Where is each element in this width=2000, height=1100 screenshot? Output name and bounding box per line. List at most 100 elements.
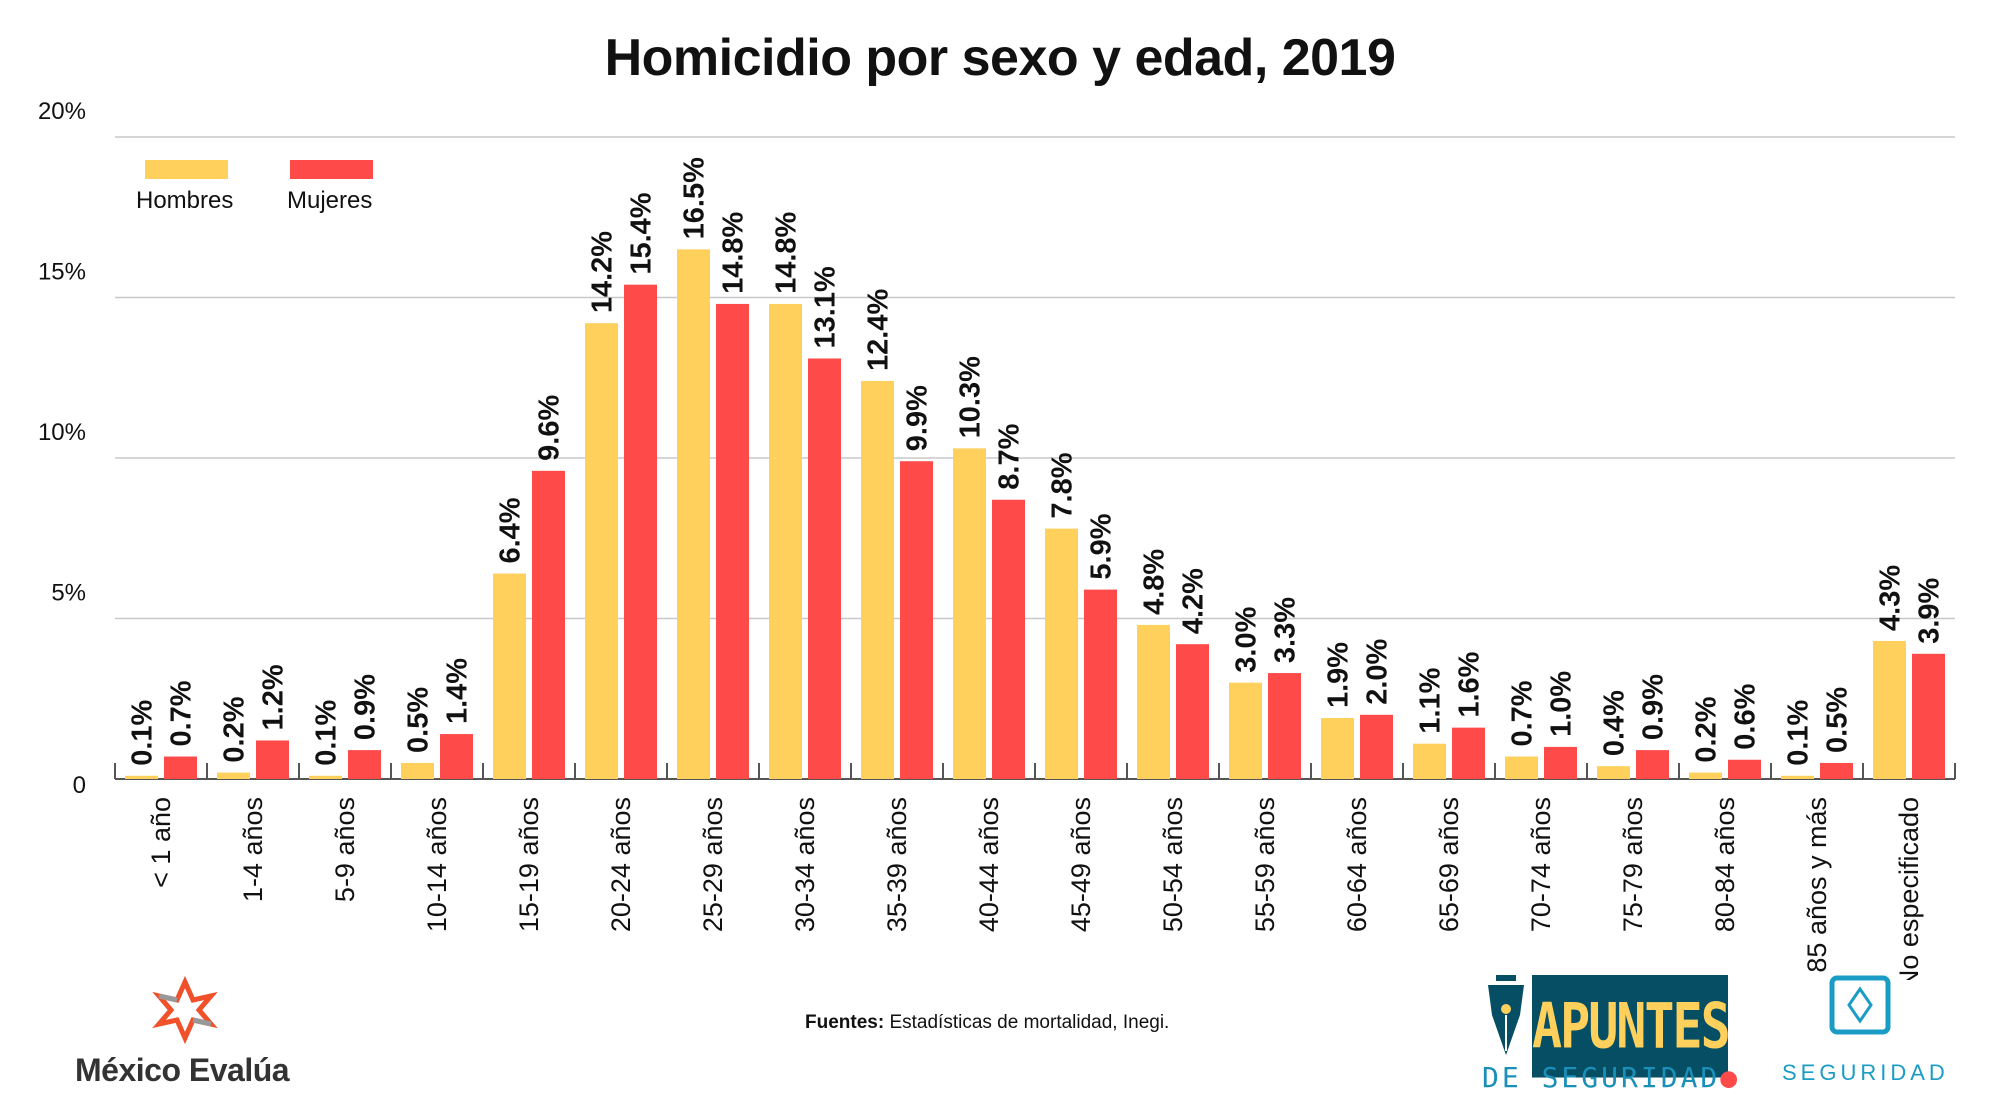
y-tick-label: 5% xyxy=(51,580,86,607)
bar-mujeres xyxy=(1636,750,1669,779)
x-tick-label: 1-4 años xyxy=(238,797,268,902)
bar-hombres xyxy=(585,323,618,779)
data-label: 0.2% xyxy=(1691,696,1723,762)
data-label: 0.1% xyxy=(127,699,159,765)
bar-hombres xyxy=(953,448,986,779)
x-tick-label: 30-34 años xyxy=(790,797,820,932)
x-tick-label: 60-64 años xyxy=(1342,797,1372,932)
data-label: 8.7% xyxy=(994,423,1026,489)
x-tick-label: 5-9 años xyxy=(330,797,360,902)
bar-mujeres xyxy=(256,740,289,779)
bar-mujeres xyxy=(992,499,1025,779)
x-tick-label: 20-24 años xyxy=(606,797,636,932)
x-tick-label: 50-54 años xyxy=(1158,797,1188,932)
bar-hombres xyxy=(309,775,342,779)
fountain-pen-icon xyxy=(1488,975,1524,1055)
data-label: 1.4% xyxy=(442,658,474,724)
y-tick-label: 15% xyxy=(38,259,86,286)
bar-mujeres xyxy=(716,303,749,779)
bar-mujeres xyxy=(440,734,473,779)
source-label: Fuentes: xyxy=(805,1012,885,1033)
data-label: 2.0% xyxy=(1362,638,1394,704)
source-text: Estadísticas de mortalidad, Inegi. xyxy=(889,1012,1170,1033)
data-label: 3.0% xyxy=(1231,606,1263,672)
bar-mujeres xyxy=(1544,746,1577,779)
data-label: 1.2% xyxy=(258,664,290,730)
data-label: 7.8% xyxy=(1047,452,1079,518)
data-label: 1.0% xyxy=(1546,671,1578,737)
bar-mujeres xyxy=(808,358,841,779)
y-tick-label: 10% xyxy=(38,419,86,446)
data-label: 1.6% xyxy=(1454,651,1486,717)
data-label: 0.6% xyxy=(1730,683,1762,749)
seguridad-logo: SEGURIDAD xyxy=(1782,975,1949,1085)
bar-hombres xyxy=(1045,528,1078,779)
bar-hombres xyxy=(493,573,526,779)
bar-hombres xyxy=(1781,775,1814,779)
legend-item-hombres: Hombres xyxy=(136,160,233,215)
data-label: 14.2% xyxy=(587,231,619,313)
apuntes-de-seguridad-logo: APUNTES DE SEGURIDAD● xyxy=(1482,975,1742,1094)
source-note: Fuentes: Estadísticas de mortalidad, Ine… xyxy=(805,1012,1169,1034)
data-label: 10.3% xyxy=(955,356,987,438)
bar-mujeres xyxy=(532,470,565,779)
data-label: 0.5% xyxy=(1822,687,1854,753)
x-tick-label: 85 años y más xyxy=(1802,797,1832,973)
bar-hombres xyxy=(1229,682,1262,779)
data-label: 0.7% xyxy=(166,680,198,746)
data-label: 5.9% xyxy=(1086,513,1118,579)
legend-swatch-hombres xyxy=(145,160,228,179)
legend-swatch-mujeres xyxy=(290,160,373,179)
bar-hombres xyxy=(1321,718,1354,779)
legend-label-mujeres: Mujeres xyxy=(287,187,373,214)
chart-title: Homicidio por sexo y edad, 2019 xyxy=(604,29,1396,87)
bar-mujeres xyxy=(1452,727,1485,779)
bar-mujeres xyxy=(1084,589,1117,779)
data-label: 12.4% xyxy=(863,289,895,371)
x-tick-label: 25-29 años xyxy=(698,797,728,932)
data-label: 3.9% xyxy=(1914,577,1946,643)
bar-hombres xyxy=(1413,743,1446,779)
bar-hombres xyxy=(1505,756,1538,779)
data-label: 9.9% xyxy=(902,385,934,451)
red-dot-icon: ● xyxy=(1720,1061,1741,1094)
x-tick-label: < 1 año xyxy=(146,797,176,888)
data-label: 0.7% xyxy=(1507,680,1539,746)
data-label: 13.1% xyxy=(810,266,842,348)
data-label: 1.9% xyxy=(1323,642,1355,708)
data-label: 4.3% xyxy=(1875,565,1907,631)
x-tick-label: 40-44 años xyxy=(974,797,1004,932)
data-label: 0.2% xyxy=(219,696,251,762)
x-tick-label: No especificado xyxy=(1894,797,1924,980)
data-label: 4.8% xyxy=(1139,549,1171,615)
bar-mujeres xyxy=(1820,762,1853,779)
data-label: 1.1% xyxy=(1415,667,1447,733)
bar-mujeres xyxy=(900,461,933,779)
bar-hombres xyxy=(1873,640,1906,779)
bar-hombres xyxy=(1137,624,1170,779)
y-tick-label: 20% xyxy=(38,98,86,125)
seguridad-wordmark: SEGURIDAD xyxy=(1782,1060,1949,1085)
apuntes-subtitle: DE SEGURIDAD● xyxy=(1482,1061,1740,1094)
x-tick-label: 10-14 años xyxy=(422,797,452,932)
bar-hombres xyxy=(217,772,250,779)
bar-hombres xyxy=(125,775,158,779)
x-tick-label: 75-79 años xyxy=(1618,797,1648,932)
data-label: 3.3% xyxy=(1270,597,1302,663)
x-tick-label: 35-39 años xyxy=(882,797,912,932)
apuntes-subtitle-text: DE SEGURIDAD xyxy=(1482,1061,1721,1094)
bar-hombres xyxy=(769,303,802,779)
seguridad-diamond-icon xyxy=(1829,975,1891,1035)
apuntes-wordmark: APUNTES xyxy=(1532,975,1731,1078)
data-label: 0.9% xyxy=(350,674,382,740)
bar-mujeres xyxy=(1176,644,1209,779)
data-label: 9.6% xyxy=(534,395,566,461)
x-tick-label: 15-19 años xyxy=(514,797,544,932)
x-tick-label: 70-74 años xyxy=(1526,797,1556,932)
data-label: 14.8% xyxy=(718,211,750,293)
x-tick-label: 55-59 años xyxy=(1250,797,1280,932)
data-label: 15.4% xyxy=(626,192,658,274)
bar-mujeres xyxy=(624,284,657,779)
bar-mujeres xyxy=(1268,673,1301,779)
